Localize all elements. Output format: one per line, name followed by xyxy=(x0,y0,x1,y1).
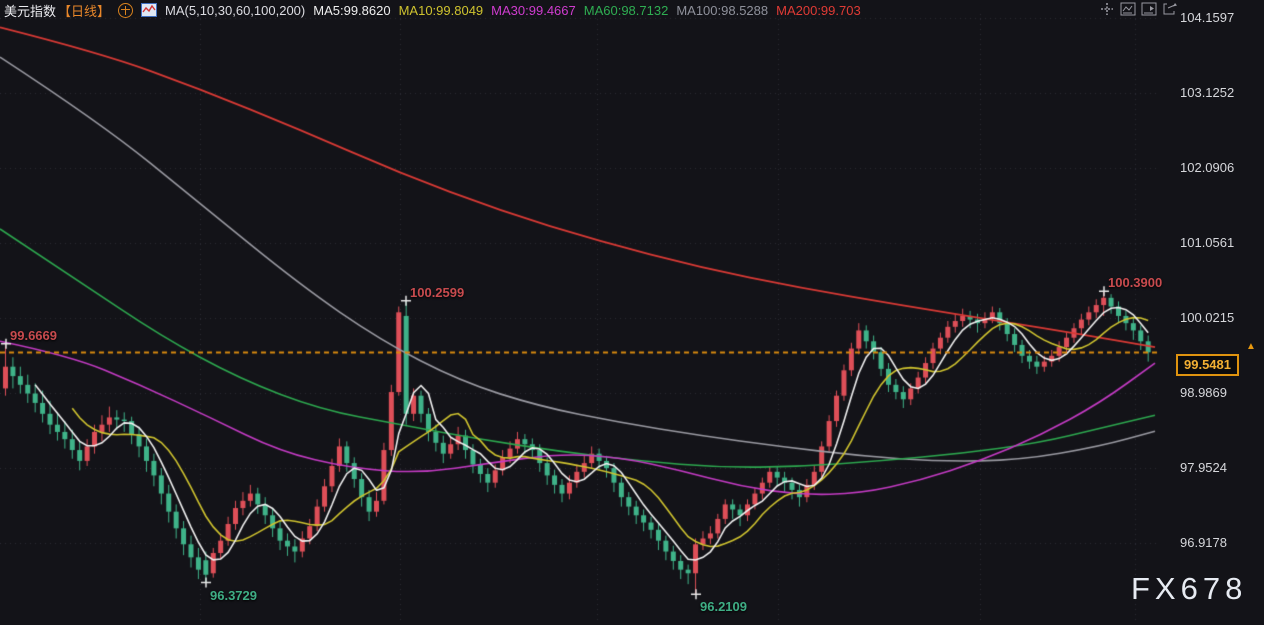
circle-plus-icon[interactable] xyxy=(118,2,134,18)
ma10-value: MA10:99.8049 xyxy=(398,2,484,18)
ma200-value: MA200:99.703 xyxy=(776,2,861,18)
axis-label: 100.0215 xyxy=(1180,309,1235,325)
high-annotation: 100.2599 xyxy=(410,284,465,300)
indicator-panel-icon[interactable] xyxy=(1120,2,1136,16)
price-up-arrow-icon: ▲ xyxy=(1246,340,1256,352)
chart-header: 美元指数 【日线】 MA(5,10,30,60,100,200) MA5:99.8… xyxy=(4,1,861,19)
low-annotation: 96.3729 xyxy=(210,587,257,603)
axis-label: 103.1252 xyxy=(1180,84,1235,100)
ma30-value: MA30:99.4667 xyxy=(491,2,576,18)
axis-label: 104.1597 xyxy=(1180,10,1235,25)
playback-icon[interactable] xyxy=(1141,2,1157,16)
axis-label: 96.9178 xyxy=(1180,535,1227,550)
axis-label: 101.0561 xyxy=(1180,234,1235,250)
high-annotation: 100.3900 xyxy=(1108,275,1163,291)
current-price-badge: 99.5481 xyxy=(1176,353,1239,376)
indicator-chart-icon[interactable] xyxy=(141,3,158,17)
symbol-title: 美元指数 xyxy=(4,3,57,19)
chart-toolbar xyxy=(1099,2,1178,16)
ma60-value: MA60:98.7132 xyxy=(583,2,669,18)
axis-label: 98.9869 xyxy=(1180,385,1227,400)
ma-group-label: MA(5,10,30,60,100,200) xyxy=(165,2,306,18)
axis-label: 102.0906 xyxy=(1180,159,1235,175)
high-annotation: 99.6669 xyxy=(10,327,57,343)
export-icon[interactable] xyxy=(1162,2,1178,16)
watermark: FX678 xyxy=(1131,571,1248,606)
ma5-value: MA5:99.8620 xyxy=(313,2,391,18)
period-label[interactable]: 【日线】 xyxy=(58,3,111,19)
axis-label: 97.9524 xyxy=(1180,459,1227,475)
low-annotation: 96.2109 xyxy=(700,599,747,615)
crosshair-icon[interactable] xyxy=(1099,2,1115,16)
ma100-value: MA100:98.5288 xyxy=(676,2,769,18)
